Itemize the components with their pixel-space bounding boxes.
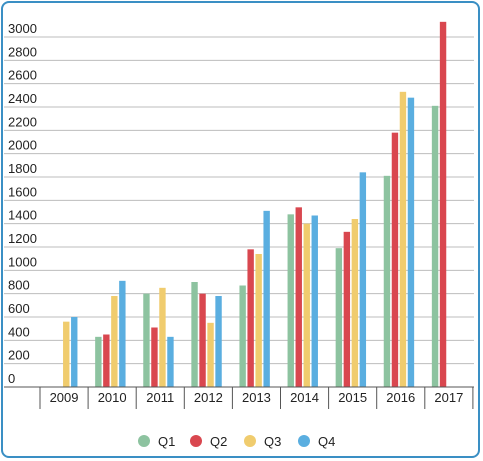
y-tick-label: 1400 (8, 208, 37, 223)
bar-q2-2012 (199, 293, 206, 387)
bar-q4-2015 (359, 172, 367, 387)
bar-q3-2015 (351, 219, 359, 387)
bar-q1-2017 (431, 105, 439, 387)
legend: Q1 Q2 Q3 Q4 (138, 434, 335, 449)
bar-q3-2009 (63, 321, 70, 387)
bar-q2-2014 (295, 207, 302, 387)
x-tick-label: 2017 (434, 390, 463, 405)
bar-q1-2012 (191, 282, 198, 387)
bar-q3-2012 (207, 322, 214, 387)
y-tick-label: 2200 (8, 114, 37, 129)
y-tick-label: 2400 (8, 91, 37, 106)
legend-label-q4: Q4 (318, 434, 335, 449)
bar-q1-2013 (239, 285, 246, 387)
bar-q3-2016 (399, 91, 407, 387)
bar-q1-2016 (383, 175, 391, 387)
x-tick-label: 2012 (194, 390, 223, 405)
legend-label-q1: Q1 (158, 434, 175, 449)
bar-q2-2017 (439, 21, 447, 387)
y-tick-label: 800 (8, 278, 30, 293)
x-tick-label: 2013 (242, 390, 271, 405)
y-tick-label: 2800 (8, 44, 37, 59)
y-tick-label: 1600 (8, 184, 37, 199)
x-tick-label: 2016 (386, 390, 415, 405)
bar-q3-2010 (111, 296, 118, 387)
x-tick-label: 2011 (146, 390, 174, 405)
bar-q1-2014 (287, 214, 294, 387)
bars (63, 21, 447, 388)
bar-q4-2012 (215, 296, 222, 387)
bar-q3-2014 (303, 223, 310, 387)
y-tick-label: 600 (8, 301, 30, 316)
legend-marker-q3 (244, 435, 256, 447)
bar-q4-2013 (263, 210, 270, 387)
legend-marker-q4 (298, 435, 310, 447)
legend-label-q2: Q2 (210, 434, 227, 449)
bar-q2-2010 (103, 334, 110, 387)
bar-q3-2013 (255, 254, 262, 387)
x-tick-label: 2015 (338, 390, 367, 405)
x-tick-label: 2010 (98, 390, 127, 405)
bar-q4-2011 (167, 336, 174, 387)
y-tick-label: 0 (8, 371, 15, 386)
bar-q4-2014 (311, 215, 318, 387)
y-tick-label: 1800 (8, 161, 37, 176)
legend-label-q3: Q3 (264, 434, 281, 449)
x-tick-label: 2009 (50, 390, 79, 405)
y-tick-label: 400 (8, 324, 30, 339)
x-axis: 2009 2010 2011 2012 2013 2014 2015 2016 2017 (4, 386, 474, 409)
y-tick-label: 2000 (8, 138, 37, 153)
legend-marker-q1 (138, 435, 150, 447)
bar-q1-2010 (95, 336, 102, 387)
y-axis-labels: 0 200 400 600 800 1000 1200 1400 1600 1800 2000 220… (8, 21, 37, 386)
y-tick-label: 200 (8, 348, 30, 363)
legend-marker-q2 (190, 435, 202, 447)
x-tick-label: 2014 (290, 390, 319, 405)
bar-q2-2011 (151, 327, 158, 387)
bar-q4-2010 (119, 280, 126, 387)
y-tick-label: 2600 (8, 68, 37, 83)
y-tick-label: 1200 (8, 231, 37, 246)
bar-q4-2016 (407, 97, 415, 388)
bar-q1-2015 (335, 248, 343, 387)
bar-q2-2016 (391, 132, 399, 387)
bar-q2-2013 (247, 249, 254, 387)
bar-q4-2009 (71, 317, 78, 387)
y-tick-label: 3000 (8, 21, 37, 36)
bar-q1-2011 (143, 293, 150, 387)
bar-q3-2011 (159, 287, 166, 387)
y-tick-label: 1000 (8, 254, 37, 269)
bar-q2-2015 (343, 231, 351, 387)
